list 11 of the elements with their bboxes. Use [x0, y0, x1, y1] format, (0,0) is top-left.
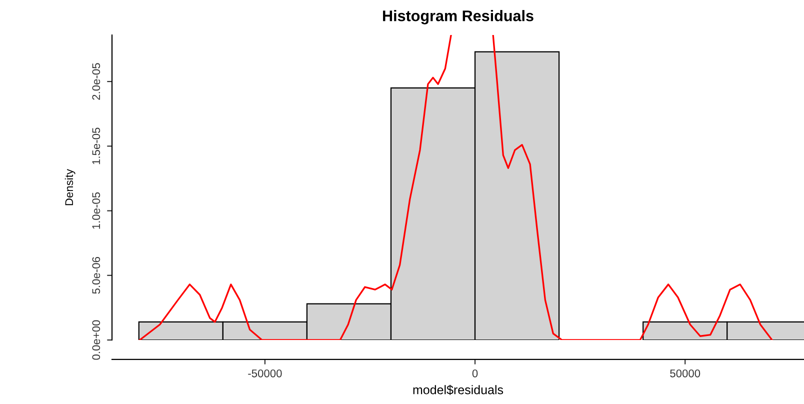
- y-axis-title: Density: [64, 168, 76, 206]
- y-tick-label: 5.0e-06: [92, 257, 100, 294]
- x-axis-title: model$residuals: [413, 384, 504, 396]
- x-tick-label: -50000: [248, 369, 282, 378]
- y-tick-label: 1.0e-05: [92, 192, 100, 229]
- x-tick-label: 0: [472, 369, 478, 378]
- y-tick-label: 1.5e-05: [92, 128, 100, 164]
- x-tick-label: 50000: [670, 369, 700, 378]
- chart-title: Histogram Residuals: [383, 10, 534, 24]
- y-tick-label: 0.0e+00: [92, 320, 100, 360]
- y-tick-label: 2.0e-05: [92, 63, 100, 100]
